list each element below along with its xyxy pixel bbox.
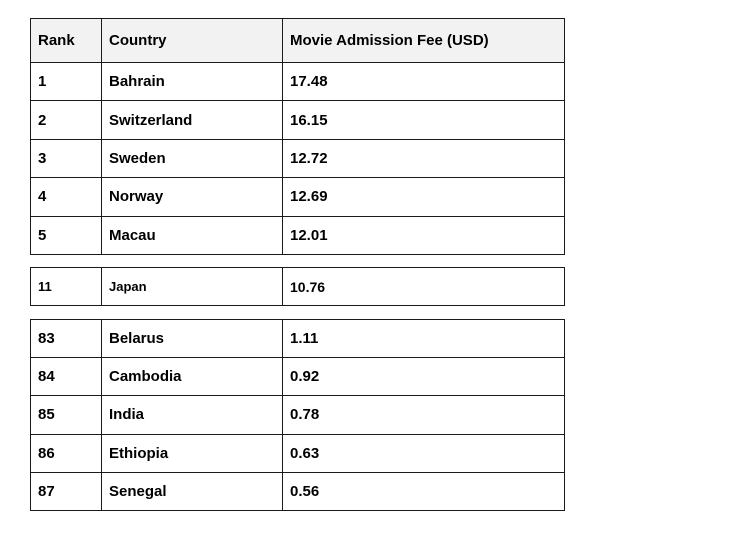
top-ranking-table: Rank Country Movie Admission Fee (USD) 1…: [30, 18, 565, 255]
middle-ranking-table: 11 Japan 10.76: [30, 267, 565, 306]
rank-cell: 4: [30, 177, 102, 217]
table-row: 5 Macau 12.01: [30, 215, 565, 255]
country-cell: Cambodia: [101, 357, 283, 397]
table-row: 2 Switzerland 16.15: [30, 100, 565, 140]
fee-cell: 12.01: [282, 215, 565, 255]
fee-cell: 1.11: [282, 318, 565, 359]
rank-cell: 84: [30, 357, 102, 397]
rank-cell: 2: [30, 100, 102, 140]
fee-cell: 12.69: [282, 177, 565, 217]
fee-cell: 17.48: [282, 61, 565, 102]
rank-cell: 11: [30, 267, 102, 306]
country-cell: Sweden: [101, 138, 283, 179]
country-cell: Norway: [101, 177, 283, 217]
rank-cell: 87: [30, 471, 102, 511]
country-cell: Japan: [101, 267, 283, 306]
fee-cell: 0.63: [282, 433, 565, 473]
rank-header: Rank: [30, 18, 102, 63]
fee-cell: 0.92: [282, 357, 565, 397]
country-cell: Bahrain: [101, 61, 283, 102]
fee-cell: 0.56: [282, 471, 565, 511]
fee-cell: 16.15: [282, 100, 565, 140]
rank-cell: 83: [30, 318, 102, 359]
table-row: 4 Norway 12.69: [30, 177, 565, 217]
rank-cell: 85: [30, 395, 102, 435]
bottom-ranking-table: 83 Belarus 1.11 84 Cambodia 0.92 85 Indi…: [30, 318, 565, 511]
table-row: 83 Belarus 1.11: [30, 318, 565, 359]
rank-cell: 3: [30, 138, 102, 179]
fee-cell: 12.72: [282, 138, 565, 179]
table-row: 1 Bahrain 17.48: [30, 61, 565, 102]
country-cell: Belarus: [101, 318, 283, 359]
rank-cell: 86: [30, 433, 102, 473]
fee-cell: 10.76: [282, 267, 565, 306]
country-cell: Ethiopia: [101, 433, 283, 473]
country-cell: India: [101, 395, 283, 435]
table-row: 11 Japan 10.76: [30, 267, 565, 306]
fee-cell: 0.78: [282, 395, 565, 435]
country-header: Country: [101, 18, 283, 63]
country-cell: Macau: [101, 215, 283, 255]
rank-cell: 5: [30, 215, 102, 255]
header-row: Rank Country Movie Admission Fee (USD): [30, 18, 565, 63]
table-row: 87 Senegal 0.56: [30, 471, 565, 511]
table-row: 85 India 0.78: [30, 395, 565, 435]
table-row: 84 Cambodia 0.92: [30, 357, 565, 397]
country-cell: Senegal: [101, 471, 283, 511]
country-cell: Switzerland: [101, 100, 283, 140]
rank-cell: 1: [30, 61, 102, 102]
fee-header: Movie Admission Fee (USD): [282, 18, 565, 63]
table-row: 86 Ethiopia 0.63: [30, 433, 565, 473]
table-row: 3 Sweden 12.72: [30, 138, 565, 179]
